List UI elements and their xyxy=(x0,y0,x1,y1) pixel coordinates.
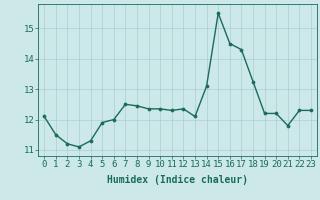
X-axis label: Humidex (Indice chaleur): Humidex (Indice chaleur) xyxy=(107,175,248,185)
